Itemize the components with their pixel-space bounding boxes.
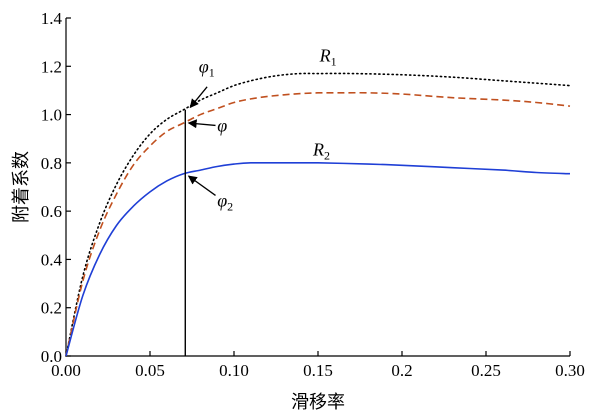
x-tick-label: 0.25 [471,361,501,380]
series-line-mid-1 [65,91,571,357]
series-line-r2 [65,161,571,357]
annotation-arrow [187,119,216,129]
series-layer [65,72,571,357]
annotation-arrow [187,175,216,196]
annotation-label-φ: φ [217,115,227,135]
y-tick-label: 0.8 [41,154,62,173]
annotation-arrow [189,86,208,109]
y-tick-label: 0.6 [41,202,62,221]
annotation-label-R2: R2 [312,140,330,163]
y-tick-label: 1.2 [41,57,62,76]
y-axis-label: 附着系数 [11,151,32,223]
x-tick-label: 0.30 [555,361,585,380]
x-tick-label: 0.2 [391,361,412,380]
axes: 0.00 0.05 0.10 0.15 0.2 0.25 0.30 0.0 0.2 0.4 0.6 0… [41,9,585,380]
annotation-label-φ2: φ2 [217,190,233,213]
annotation-layer: φ1 φ φ2 R1 R2 [187,45,337,213]
y-tick-label: 1.4 [41,9,63,28]
y-tick-label: 0.0 [41,347,62,366]
x-tick-label: 0.00 [51,361,81,380]
y-tick-label: 0.4 [41,250,63,269]
series-line-r1 [65,72,571,357]
annotation-label-φ1: φ1 [199,56,215,79]
y-tick-label: 0.2 [41,299,62,318]
annotation-label-R1: R1 [319,45,337,68]
y-tick-label: 1.0 [41,106,62,125]
x-tick-label: 0.15 [303,361,333,380]
x-tick-label: 0.05 [135,361,165,380]
x-tick-label: 0.10 [219,361,249,380]
x-axis-label: 滑移率 [291,392,345,413]
